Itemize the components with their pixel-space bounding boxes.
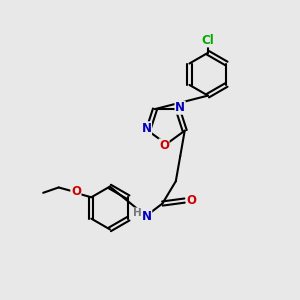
Text: O: O — [71, 185, 81, 198]
Text: N: N — [142, 122, 152, 135]
Text: N: N — [175, 101, 185, 114]
Text: O: O — [186, 194, 196, 207]
Text: Cl: Cl — [202, 34, 214, 47]
Text: H: H — [134, 208, 142, 218]
Text: N: N — [142, 210, 152, 223]
Text: O: O — [159, 139, 169, 152]
